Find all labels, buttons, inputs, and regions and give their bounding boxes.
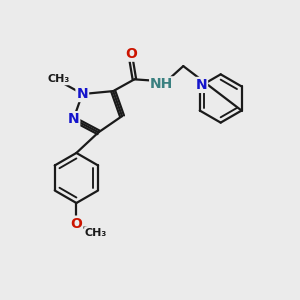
Text: N: N: [195, 78, 207, 92]
Text: CH₃: CH₃: [85, 228, 107, 238]
Text: CH₃: CH₃: [47, 74, 69, 84]
Text: O: O: [125, 47, 137, 61]
Text: N: N: [68, 112, 79, 126]
Text: NH: NH: [150, 77, 173, 91]
Text: O: O: [70, 217, 82, 231]
Text: N: N: [76, 87, 88, 101]
